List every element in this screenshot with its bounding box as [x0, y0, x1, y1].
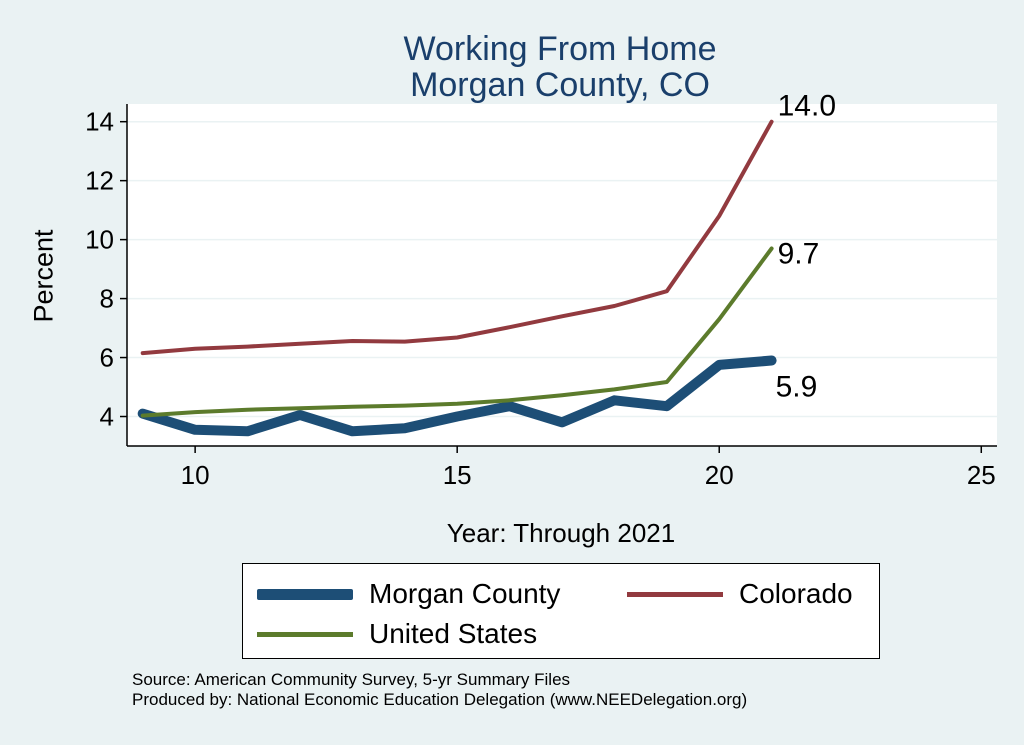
y-tick-label-10: 10: [85, 225, 114, 255]
y-tick-label-8: 8: [100, 284, 114, 314]
x-tick-label-20: 20: [705, 460, 734, 490]
produced-by-note: Produced by: National Economic Education…: [132, 690, 748, 709]
legend-swatch-colorado: [627, 591, 723, 597]
legend-label-united-states: United States: [369, 618, 538, 649]
end-labels: 5.9 14.0 9.7: [776, 90, 836, 404]
legend-item-morgan-county: Morgan County: [257, 578, 560, 610]
legend-swatch-united-states: [257, 631, 353, 637]
legend-item-colorado: Colorado: [627, 578, 853, 610]
x-axis-label: Year: Through 2021: [446, 518, 676, 548]
axes: 4 6 8 10 12 14 10 15 20 25: [85, 104, 997, 490]
series-line-colorado: [140, 119, 774, 356]
end-label-colorado: 14.0: [778, 90, 836, 123]
legend-label-morgan-county: Morgan County: [369, 578, 561, 609]
x-tick-label-15: 15: [443, 460, 472, 490]
y-tick-label-4: 4: [100, 402, 114, 432]
legend: Morgan County Colorado United States: [242, 563, 880, 659]
series-line-united-states: [140, 246, 774, 418]
legend-item-united-states: United States: [257, 618, 537, 650]
end-label-united-states: 9.7: [778, 237, 820, 270]
end-label-morgan-county: 5.9: [776, 371, 818, 404]
x-tick-label-10: 10: [181, 460, 210, 490]
x-tick-label-25: 25: [967, 460, 996, 490]
series-group: [137, 119, 777, 437]
plot-area: [127, 104, 997, 446]
y-tick-label-6: 6: [100, 343, 114, 373]
chart-title: Working From Home: [403, 30, 717, 68]
legend-label-colorado: Colorado: [739, 578, 853, 609]
series-line-morgan-county: [137, 355, 777, 437]
chart-subtitle: Morgan County, CO: [410, 66, 710, 104]
y-tick-label-14: 14: [85, 107, 114, 137]
y-axis-label: Percent: [28, 229, 59, 323]
legend-swatch-morgan-county: [257, 588, 353, 600]
source-note: Source: American Community Survey, 5-yr …: [132, 670, 571, 689]
y-tick-label-12: 12: [85, 166, 114, 196]
chart-notes: Source: American Community Survey, 5-yr …: [132, 670, 747, 710]
grid-lines: [127, 120, 997, 418]
